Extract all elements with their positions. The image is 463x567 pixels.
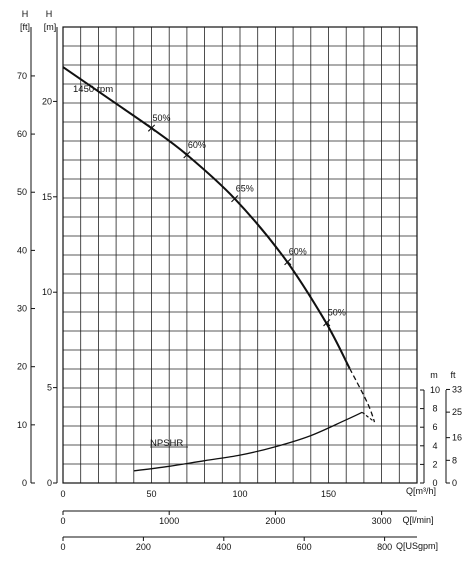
efficiency-label: 60% (289, 247, 307, 257)
npsh-ft-tick-label: 16 (452, 433, 462, 443)
efficiency-label: 60% (188, 140, 206, 150)
q-m3h-tick-label: 100 (232, 489, 247, 499)
npshr-curve-label: NPSHR (150, 438, 183, 449)
h-ft-tick-label: 20 (17, 362, 27, 372)
plot-border (62, 26, 418, 484)
q-usgpm-tick-label: 600 (297, 542, 312, 552)
h-m-tick-label: 20 (42, 96, 52, 106)
npsh-m-tick-label: 6 (432, 422, 437, 432)
grid (62, 26, 418, 484)
plot-frame (30, 26, 447, 538)
h-ft-tick-label: 70 (17, 71, 27, 81)
h-ft-tick-label: 30 (17, 304, 27, 314)
efficiency-marker (147, 124, 156, 132)
h-m-tick-label: 5 (47, 383, 52, 393)
npsh-ft-tick-label: 25 (452, 407, 462, 417)
q-m3h-tick-label: 150 (321, 489, 336, 499)
efficiency-marker (323, 319, 331, 327)
q-usgpm-tick-label: 0 (60, 542, 65, 552)
q-m3h-tick-label: 0 (60, 489, 65, 499)
q-usgpm-tick-label: 400 (216, 542, 231, 552)
efficiency-marker (183, 151, 191, 159)
efficiency-label: 50% (153, 113, 171, 123)
npsh-ft-tick-label: 33 (452, 384, 462, 394)
q-lmin-tick-label: 2000 (265, 516, 285, 526)
q-lmin-tick-label: 3000 (372, 516, 392, 526)
npsh-m-tick-label: 4 (432, 441, 437, 451)
h-ft-axis-unit: [ft] (20, 22, 30, 32)
npsh-m-tick-label: 10 (430, 385, 440, 395)
h-m-tick-label: 15 (42, 192, 52, 202)
axis-ticks (31, 75, 450, 541)
efficiency-label: 65% (236, 184, 254, 194)
efficiency-label: 50% (328, 308, 346, 318)
efficiency-marker (231, 195, 239, 203)
npsh-ft-axis-unit: ft (450, 370, 456, 380)
q-usgpm-unit: Q[USgpm] (396, 541, 438, 551)
h-m-tick-label: 0 (47, 478, 52, 488)
h-ft-axis-header: H (22, 9, 29, 19)
efficiency-markers (147, 124, 331, 327)
q-m3h-unit: Q[m³/h] (406, 486, 436, 496)
npsh-m-tick-label: 0 (432, 478, 437, 488)
q-m3h-tick-label: 50 (146, 489, 156, 499)
head-curve-extension (349, 368, 376, 423)
npsh-m-tick-label: 8 (432, 404, 437, 414)
q-lmin-tick-label: 1000 (159, 516, 179, 526)
q-usgpm-tick-label: 800 (377, 542, 392, 552)
npsh-ft-tick-label: 8 (452, 455, 457, 465)
head-curve-1450rpm (62, 66, 351, 369)
h-ft-tick-label: 0 (22, 478, 27, 488)
h-m-tick-label: 10 (42, 287, 52, 297)
npsh-m-tick-label: 2 (432, 459, 437, 469)
h-ft-tick-label: 50 (17, 187, 27, 197)
q-usgpm-tick-label: 200 (136, 542, 151, 552)
q-lmin-tick-label: 0 (60, 516, 65, 526)
head-curve-label: 1450 rpm (73, 84, 113, 95)
npsh-m-axis-unit: m (430, 370, 438, 380)
efficiency-marker (284, 258, 292, 266)
h-ft-tick-label: 40 (17, 245, 27, 255)
npshr-curve (133, 411, 363, 472)
h-m-axis-header: H (46, 9, 53, 19)
q-lmin-unit: Q[l/min] (402, 515, 433, 525)
h-ft-tick-label: 10 (17, 420, 27, 430)
curve-end-connector (361, 411, 375, 423)
h-m-axis-unit: [m] (44, 22, 57, 32)
curves (62, 66, 376, 472)
h-ft-tick-label: 60 (17, 129, 27, 139)
npsh-ft-tick-label: 0 (452, 478, 457, 488)
